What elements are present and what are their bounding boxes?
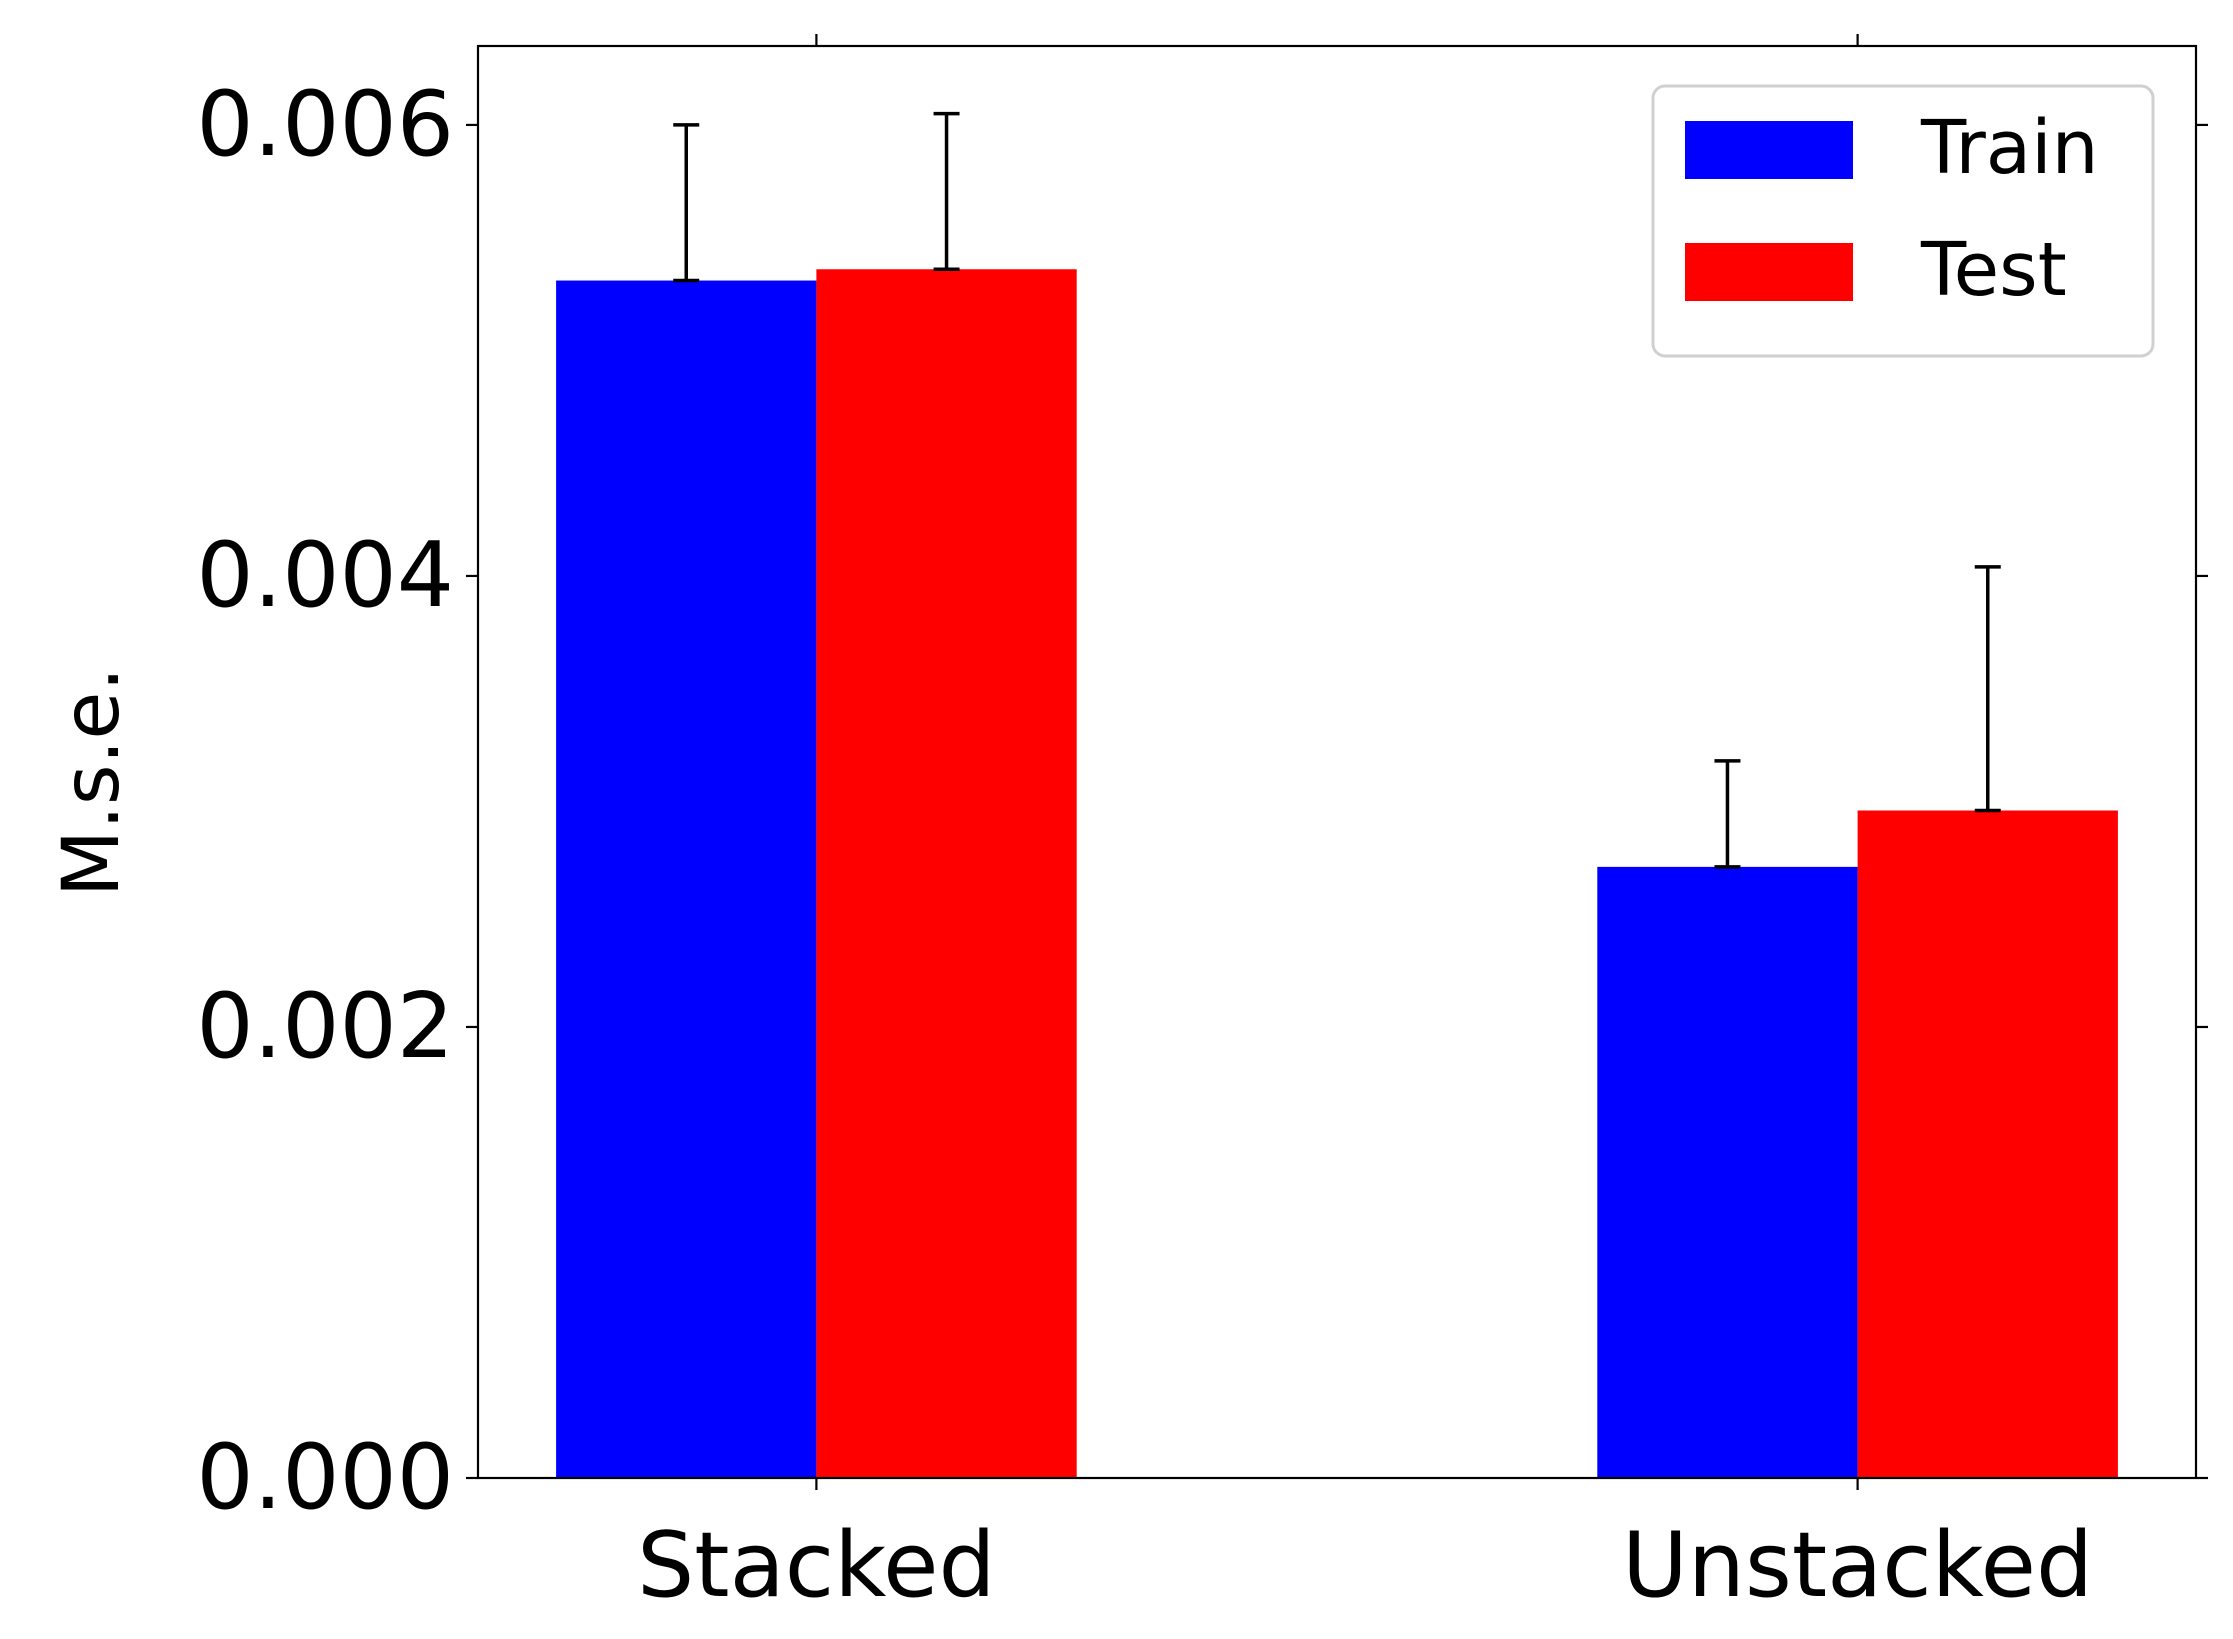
legend-swatch-train <box>1685 121 1853 179</box>
y-tick-label: 0.002 <box>196 974 454 1079</box>
error-bars-layer <box>673 111 2001 869</box>
y-tick-label: 0.006 <box>196 72 454 177</box>
y-tick-label: 0.004 <box>196 523 454 628</box>
y-axis-label: M.s.e. <box>47 667 137 897</box>
legend-label-train: Train <box>1920 105 2099 191</box>
ticks-layer <box>466 34 2208 1490</box>
x-tick-label: Stacked <box>637 1513 995 1618</box>
x-tick-label: Unstacked <box>1622 1513 2093 1618</box>
legend-label-test: Test <box>1920 227 2067 313</box>
bar-test-stacked <box>816 269 1077 1478</box>
bars-layer <box>556 269 2118 1479</box>
bar-train-unstacked <box>1597 866 1858 1478</box>
tick-labels-layer: 0.000 0.002 0.004 0.006 Stacked Unstacked <box>196 72 2093 1618</box>
plot-frame <box>476 44 2198 1480</box>
bar-test-unstacked <box>1857 810 2118 1478</box>
bar-train-stacked <box>556 280 817 1479</box>
legend-swatch-test <box>1685 243 1853 301</box>
y-tick-label: 0.000 <box>196 1425 454 1530</box>
legend[interactable]: Train Test <box>1651 84 2155 358</box>
